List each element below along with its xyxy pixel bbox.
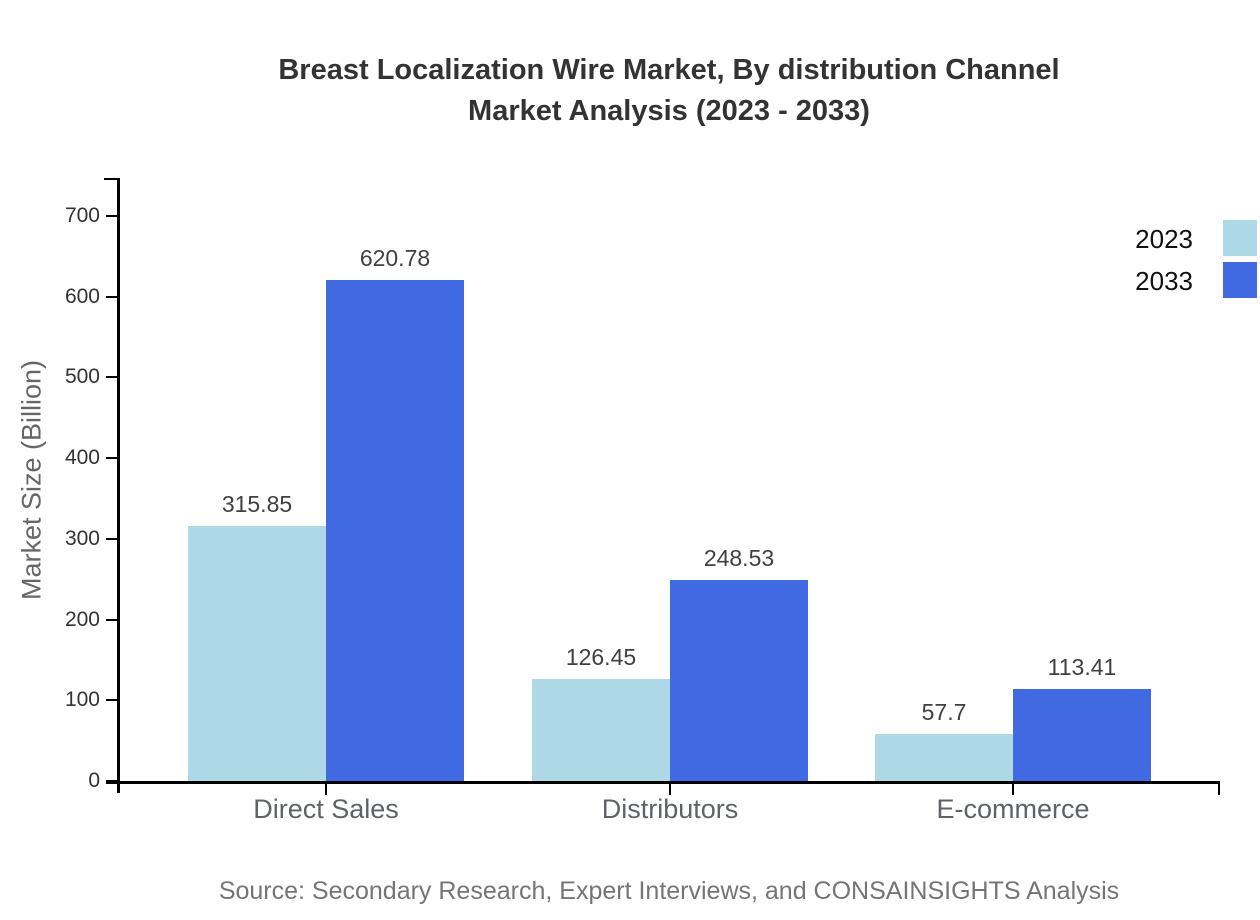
y-tick-label-400: 400 bbox=[64, 446, 100, 469]
chart-title-line-2: Market Analysis (2023 - 2033) bbox=[468, 95, 870, 127]
bar-2023-direct-sales bbox=[188, 526, 326, 781]
category-label-distributors: Distributors bbox=[601, 794, 739, 824]
y-tick-label-300: 300 bbox=[64, 527, 100, 550]
y-tick-600 bbox=[106, 296, 118, 298]
bar-2033-e-commerce bbox=[1013, 689, 1151, 781]
x-axis-spine bbox=[106, 781, 1220, 784]
y-tick-label-0: 0 bbox=[88, 769, 100, 792]
bar-2033-direct-sales bbox=[326, 280, 464, 781]
y-axis-spine bbox=[117, 178, 120, 793]
y-tick-label-200: 200 bbox=[64, 608, 100, 631]
category-label-e-commerce: E-commerce bbox=[936, 794, 1090, 824]
y-tick-label-100: 100 bbox=[64, 688, 100, 711]
y-tick-200 bbox=[106, 619, 118, 621]
y-tick-100 bbox=[106, 699, 118, 701]
x-tick-distributors bbox=[669, 781, 671, 795]
bar-2023-e-commerce bbox=[875, 734, 1013, 781]
category-label-direct-sales: Direct Sales bbox=[253, 794, 399, 824]
value-label-2023-direct-sales: 315.85 bbox=[221, 491, 293, 517]
y-tick-700 bbox=[106, 215, 118, 217]
x-axis-end-tick bbox=[1218, 781, 1220, 795]
value-label-2033-direct-sales: 620.78 bbox=[359, 245, 431, 271]
value-label-2033-e-commerce: 113.41 bbox=[1047, 654, 1117, 680]
value-label-2023-distributors: 126.45 bbox=[565, 644, 637, 670]
bar-2023-distributors bbox=[532, 679, 670, 781]
bar-2033-distributors bbox=[670, 580, 808, 781]
x-tick-direct-sales bbox=[325, 781, 327, 795]
y-tick-500 bbox=[106, 376, 118, 378]
y-tick-400 bbox=[106, 457, 118, 459]
x-tick-e-commerce bbox=[1012, 781, 1014, 795]
chart-title-line-1: Breast Localization Wire Market, By dist… bbox=[278, 54, 1060, 86]
legend-swatch-2033 bbox=[1223, 262, 1257, 298]
source-note: Source: Secondary Research, Expert Inter… bbox=[218, 877, 1120, 905]
y-tick-label-700: 700 bbox=[64, 204, 100, 227]
value-label-2033-distributors: 248.53 bbox=[703, 545, 775, 571]
y-tick-label-500: 500 bbox=[64, 365, 100, 388]
legend-label-2023: 2023 bbox=[1135, 224, 1193, 254]
y-axis-end-tick bbox=[104, 178, 118, 180]
value-label-2023-e-commerce: 57.7 bbox=[921, 699, 967, 725]
chart-title: Breast Localization Wire Market, By dist… bbox=[118, 50, 1220, 132]
legend-swatch-2023 bbox=[1223, 220, 1257, 256]
legend-label-2033: 2033 bbox=[1135, 266, 1193, 296]
y-tick-label-600: 600 bbox=[64, 285, 100, 308]
y-tick-300 bbox=[106, 538, 118, 540]
